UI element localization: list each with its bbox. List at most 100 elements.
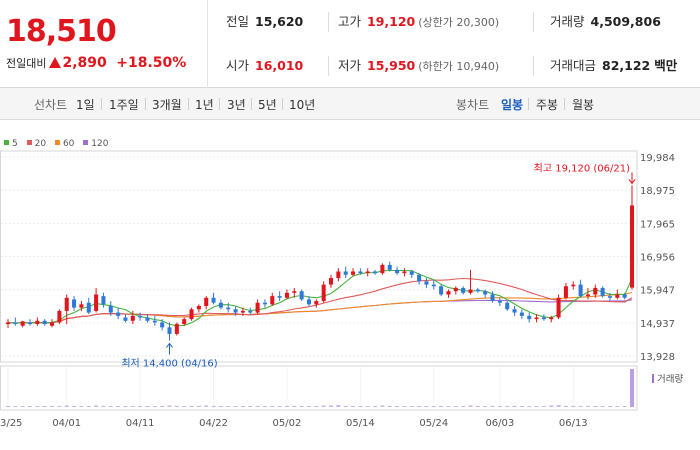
volume-bar <box>402 406 407 407</box>
x-tick-label: 04/01 <box>52 418 81 429</box>
range-10y[interactable]: 10년 <box>289 98 316 112</box>
volume-bar <box>512 405 517 407</box>
volume-bar <box>490 405 495 407</box>
range-1d[interactable]: 1일 <box>76 98 95 112</box>
candle-body <box>13 322 18 325</box>
candle-body <box>365 271 370 274</box>
range-5y[interactable]: 5년 <box>258 98 277 112</box>
price-change: 전일대비 2,890 +18.50% <box>6 55 186 71</box>
volume-bar <box>86 406 91 407</box>
volume-bar <box>167 405 172 407</box>
legend-swatch <box>4 140 9 145</box>
candle-body <box>446 291 451 295</box>
legend-swatch <box>26 140 32 145</box>
open-price: 시가 16,010 <box>226 44 303 88</box>
volume-bar <box>13 406 18 407</box>
candle-body <box>130 315 135 321</box>
candle-body <box>541 317 546 320</box>
x-tick-label: 05/14 <box>346 418 375 429</box>
candle-body <box>358 271 363 274</box>
period-weekly[interactable]: 주봉 <box>536 98 559 112</box>
candle-body <box>167 327 172 334</box>
volume-bar <box>373 406 378 407</box>
period-daily[interactable]: 일봉 <box>501 98 524 112</box>
candle-body <box>534 317 539 320</box>
volume-bar <box>101 405 106 407</box>
divider <box>533 12 534 32</box>
x-tick-label: 04/11 <box>126 418 155 429</box>
volume-bar <box>240 406 245 407</box>
candle-body <box>431 284 436 287</box>
volume-bar <box>563 405 568 407</box>
x-tick-label: 05/24 <box>419 418 448 429</box>
candle-body <box>483 291 488 295</box>
volume-bar <box>116 406 121 407</box>
candle-body <box>578 284 583 297</box>
candle-body <box>600 287 605 297</box>
candle-body <box>299 291 304 300</box>
volume-bar <box>505 405 510 407</box>
y-tick-label: 13,928 <box>640 352 675 363</box>
price-panel-frame <box>0 150 638 363</box>
legend-item-ma60[interactable]: 60 <box>54 139 74 149</box>
amount-label: 거래대금 <box>550 58 597 73</box>
candle-body <box>563 286 568 298</box>
candle-body <box>211 297 216 303</box>
divider <box>328 12 329 32</box>
legend-item-ma20[interactable]: 20 <box>26 139 46 149</box>
volume-bar <box>292 405 297 407</box>
candle-body <box>108 305 113 313</box>
candle-body <box>189 309 194 320</box>
range-3y[interactable]: 3년 <box>227 98 246 112</box>
volume-bar <box>343 405 348 407</box>
up-arrow-icon <box>49 57 62 68</box>
range-1y[interactable]: 1년 <box>195 98 214 112</box>
y-tick-label: 16,956 <box>640 253 675 264</box>
period-monthly[interactable]: 월봉 <box>572 98 595 112</box>
candle-body <box>585 294 590 297</box>
volume-bar <box>145 406 150 407</box>
amount-value: 82,122 <box>602 58 651 73</box>
legend-label: 120 <box>91 139 109 149</box>
trade-amount: 거래대금 82,122 백만 <box>550 44 677 88</box>
volume-bar <box>446 406 451 407</box>
candle-body <box>248 310 253 313</box>
candle-body <box>94 294 99 311</box>
candle-body <box>395 269 400 274</box>
volume-bar <box>218 406 223 407</box>
change-rate: +18.50% <box>116 55 187 71</box>
volume-bar <box>189 405 194 407</box>
candle-body <box>387 264 392 270</box>
volume-bar <box>387 405 392 407</box>
legend-item-ma120[interactable]: 120 <box>83 139 108 149</box>
volume-bar <box>475 406 480 407</box>
candle-body <box>497 301 502 303</box>
candle-body <box>336 271 341 279</box>
open-label: 시가 <box>226 58 250 73</box>
candle-body <box>519 312 524 316</box>
candle-body <box>439 286 444 295</box>
volume-bar <box>615 406 620 407</box>
candle-body <box>556 297 561 318</box>
x-tick-label: 05/02 <box>273 418 302 429</box>
chart-toolbar: 선차트 1일 1주일 3개월 1년 3년 5년 10년 봉차트 일봉 주봉 월봉 <box>0 88 700 120</box>
candle-body <box>57 310 62 323</box>
volume-bar <box>527 406 532 407</box>
volume-bar <box>336 405 341 407</box>
divider <box>328 56 329 76</box>
legend-item-ma5[interactable]: 5 <box>4 139 18 149</box>
low-value: 15,950 <box>367 58 416 73</box>
change-amount: 2,890 <box>62 55 107 71</box>
divider <box>101 98 102 110</box>
volume-bar <box>284 405 289 407</box>
candle-body <box>607 296 612 298</box>
y-tick-label: 19,984 <box>640 153 675 164</box>
volume-bar <box>196 405 201 407</box>
amount-unit: 백만 <box>654 58 678 73</box>
range-3m[interactable]: 3개월 <box>152 98 182 112</box>
range-1w[interactable]: 1주일 <box>109 98 139 112</box>
volume-bar <box>204 405 209 407</box>
volume-bar <box>622 406 627 407</box>
volume-legend-swatch <box>652 374 654 383</box>
